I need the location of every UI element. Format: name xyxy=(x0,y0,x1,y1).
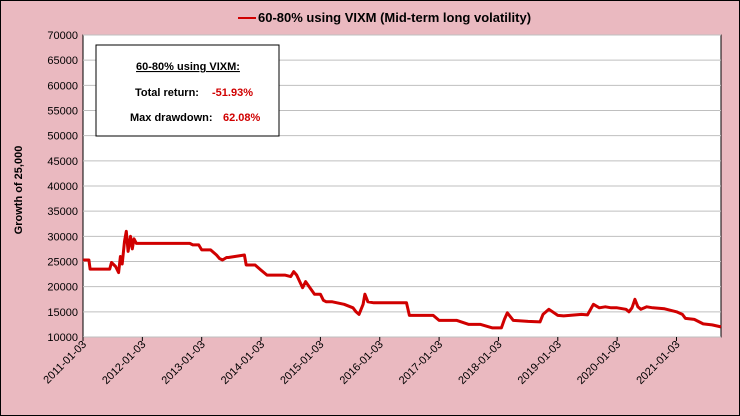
y-axis-label: Growth of 25,000 xyxy=(13,146,25,235)
max-drawdown-label: Max drawdown: xyxy=(130,112,213,124)
y-tick-label: 70000 xyxy=(47,30,78,42)
stats-heading: 60-80% using VIXM: xyxy=(136,61,240,73)
series-line-vixm xyxy=(83,229,722,330)
y-tick-label: 45000 xyxy=(47,156,78,168)
y-tick-label: 65000 xyxy=(47,55,78,67)
y-tick-label: 55000 xyxy=(47,106,78,118)
total-return-value: -51.93% xyxy=(212,87,253,99)
y-tick-label: 50000 xyxy=(47,131,78,143)
y-tick-label: 10000 xyxy=(47,332,78,344)
y-tick-label: 40000 xyxy=(47,181,78,193)
y-tick-label: 35000 xyxy=(47,206,78,218)
y-tick-label: 20000 xyxy=(47,282,78,294)
stats-box-frame xyxy=(95,44,280,137)
total-return-label: Total return: xyxy=(135,87,199,99)
y-tick-label: 25000 xyxy=(47,257,78,269)
y-tick-label: 15000 xyxy=(47,307,78,319)
stats-box: 60-80% using VIXM: Total return: -51.93%… xyxy=(95,44,280,137)
max-drawdown-value: 62.08% xyxy=(223,112,261,124)
y-tick-label: 30000 xyxy=(47,231,78,243)
y-tick-label: 60000 xyxy=(47,80,78,92)
chart-title: 60-80% using VIXM (Mid-term long volatil… xyxy=(258,10,531,25)
y-axis-ticks: 70000 65000 60000 55000 50000 45000 40000 35000… xyxy=(47,30,78,344)
